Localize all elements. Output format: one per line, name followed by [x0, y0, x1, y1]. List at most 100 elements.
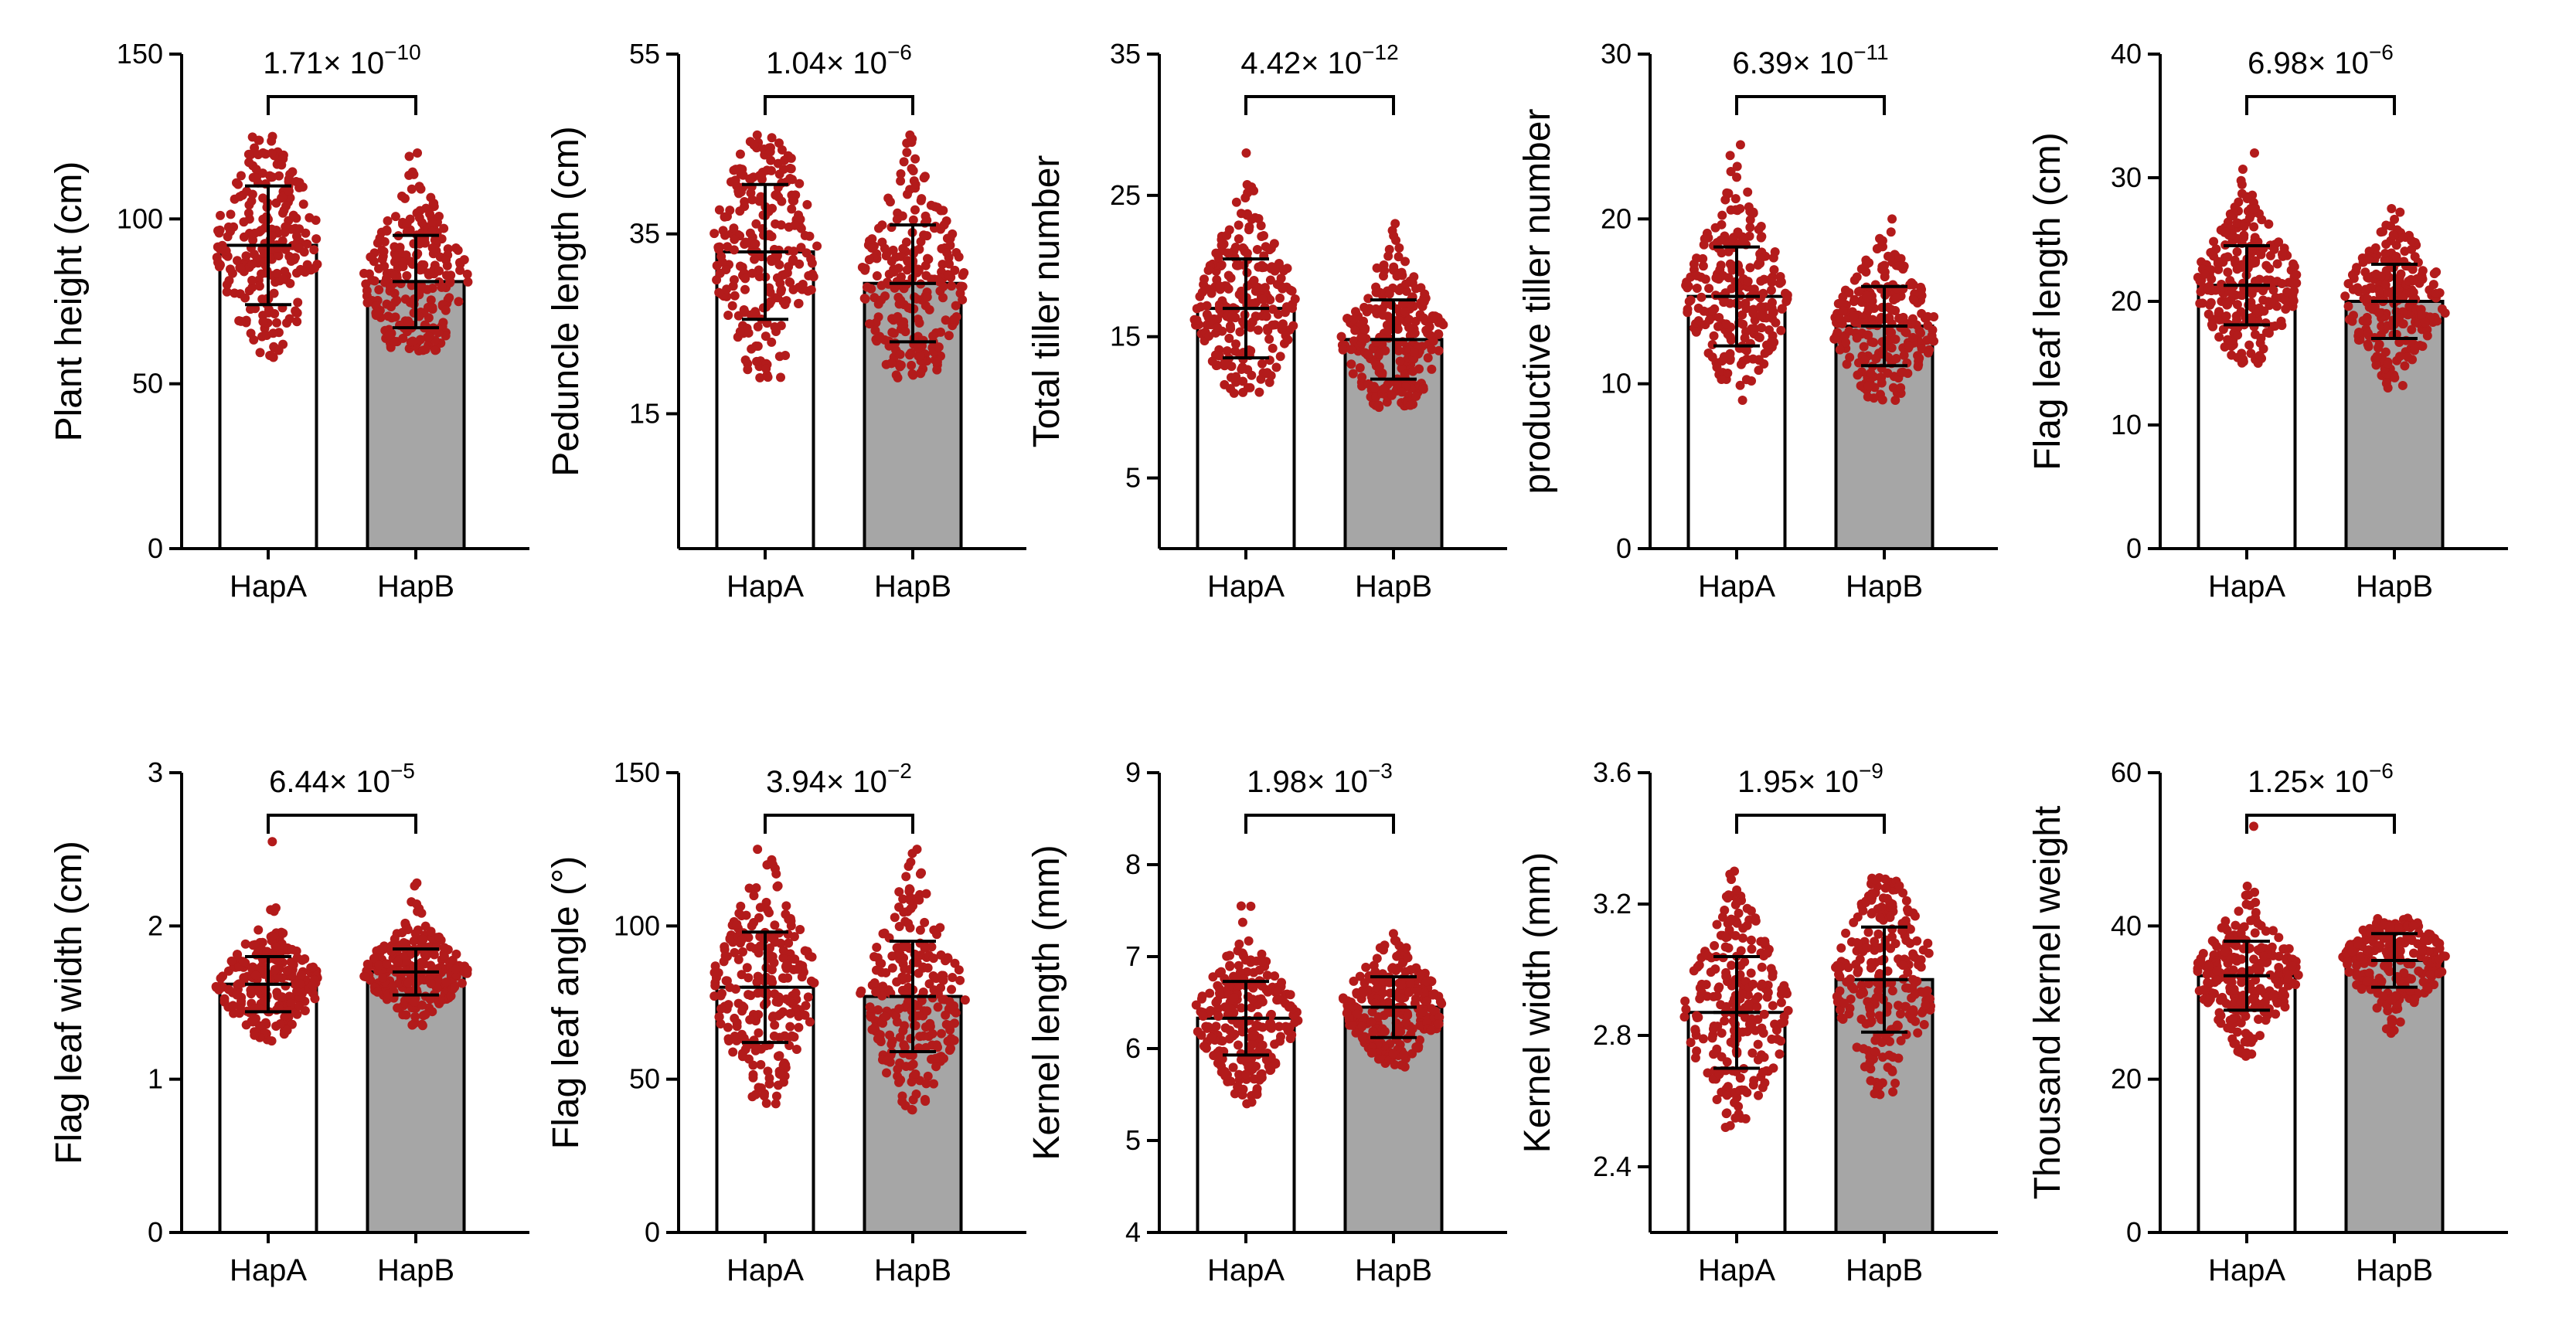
data-point — [460, 255, 469, 264]
data-point — [1203, 313, 1213, 322]
data-point — [1870, 1035, 1880, 1045]
data-point — [2418, 266, 2428, 275]
data-point — [1914, 354, 1924, 363]
data-point — [1343, 996, 1353, 1005]
data-point — [265, 172, 274, 181]
data-point — [1881, 883, 1890, 892]
data-point — [1726, 151, 1735, 160]
data-point — [1373, 954, 1382, 963]
data-point — [1902, 328, 1911, 338]
data-point — [424, 332, 434, 342]
data-point — [892, 370, 901, 379]
data-point — [1427, 345, 1436, 354]
data-point — [876, 295, 886, 304]
data-point — [2364, 255, 2374, 264]
data-point — [429, 199, 438, 208]
data-point — [454, 246, 463, 255]
data-point — [451, 964, 461, 974]
data-point — [1722, 1109, 1731, 1118]
data-point — [1874, 1081, 1884, 1090]
data-point — [1703, 951, 1712, 960]
data-point — [215, 228, 224, 237]
data-point — [258, 317, 267, 326]
data-point — [710, 991, 719, 1001]
data-point — [1730, 1113, 1740, 1123]
data-point — [1252, 1090, 1261, 1099]
data-point — [1213, 323, 1222, 332]
data-point — [2362, 285, 2371, 294]
data-point — [2238, 165, 2248, 174]
data-point — [1413, 987, 1422, 996]
data-point — [247, 260, 257, 269]
data-point — [1722, 1002, 1731, 1011]
data-point — [887, 257, 897, 266]
data-point — [1747, 1049, 1757, 1058]
data-point — [1710, 941, 1719, 950]
data-point — [917, 196, 926, 206]
data-point — [2288, 961, 2297, 971]
data-point — [1339, 345, 1348, 355]
data-point — [2364, 342, 2374, 352]
p-value-base: 6.44× 10 — [269, 765, 390, 799]
data-point — [1229, 1062, 1238, 1072]
data-point — [432, 943, 441, 952]
data-point — [292, 232, 301, 241]
data-point — [2199, 949, 2208, 958]
data-point — [2407, 236, 2416, 245]
data-point — [1387, 964, 1397, 973]
data-point — [856, 989, 865, 998]
data-point — [403, 219, 412, 228]
data-point — [1849, 297, 1859, 306]
data-point — [1237, 209, 1246, 218]
data-point — [739, 1003, 748, 1012]
y-tick-label: 60 — [2111, 756, 2142, 788]
data-point — [1367, 1049, 1376, 1058]
data-point — [223, 232, 233, 241]
data-point — [255, 281, 264, 291]
data-point — [2211, 244, 2220, 253]
data-point — [907, 1105, 917, 1114]
data-point — [2284, 974, 2293, 984]
data-point — [900, 964, 909, 974]
data-point — [924, 254, 933, 263]
data-point — [797, 243, 806, 252]
data-point — [867, 243, 876, 253]
data-point — [1756, 311, 1765, 321]
data-point — [1268, 262, 1277, 271]
data-point — [809, 272, 818, 281]
data-point — [961, 995, 970, 1005]
data-point — [925, 1019, 934, 1028]
data-point — [1737, 989, 1747, 998]
data-point — [1897, 1036, 1906, 1045]
data-point — [942, 248, 951, 257]
data-point — [1741, 333, 1750, 342]
data-point — [2237, 1018, 2246, 1028]
data-point — [1693, 271, 1702, 280]
data-point — [889, 246, 898, 255]
data-point — [1924, 348, 1933, 358]
data-point — [793, 964, 802, 974]
data-point — [1921, 1001, 1930, 1010]
data-point — [1723, 1057, 1732, 1066]
data-point — [248, 189, 257, 199]
data-point — [382, 274, 391, 283]
data-point — [896, 296, 905, 305]
data-point — [420, 949, 429, 958]
data-point — [2274, 980, 2283, 989]
data-point — [1923, 321, 1932, 330]
data-point — [920, 918, 929, 927]
y-axis-label: productive tiller number — [1517, 109, 1558, 495]
data-point — [786, 914, 795, 923]
data-point — [885, 1031, 894, 1040]
data-point — [894, 887, 903, 896]
data-point — [1263, 368, 1272, 377]
data-point — [1849, 311, 1858, 321]
data-point — [1346, 359, 1356, 369]
data-point — [767, 975, 776, 984]
significance-bracket — [765, 97, 913, 115]
data-point — [1275, 294, 1285, 303]
data-point — [920, 1095, 930, 1104]
data-point — [2251, 233, 2260, 242]
data-point — [399, 938, 408, 947]
